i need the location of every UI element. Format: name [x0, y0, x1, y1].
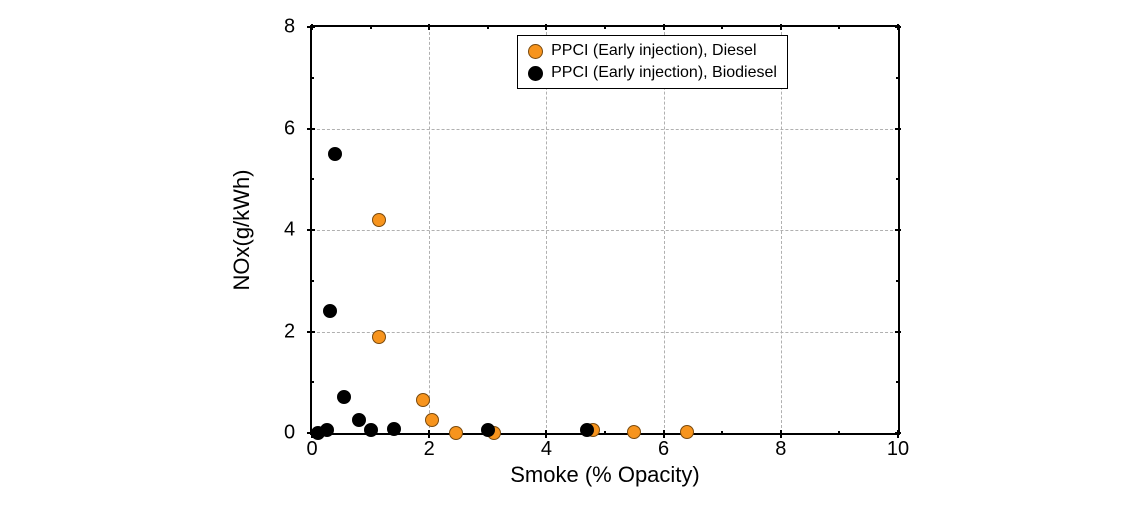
data-point-biodiesel [481, 423, 495, 437]
y-tick-label: 0 [284, 422, 295, 445]
tick-x [663, 430, 665, 438]
tick-x-top [428, 24, 430, 30]
tick-y-right [895, 26, 901, 28]
data-point-biodiesel [364, 423, 378, 437]
tick-x [428, 430, 430, 438]
tick-x-minor [838, 431, 840, 435]
tick-y-minor [310, 178, 314, 180]
y-tick-label: 6 [284, 117, 295, 140]
tick-y [307, 229, 315, 231]
tick-y-minor [310, 381, 314, 383]
legend: PPCI (Early injection), DieselPPCI (Earl… [517, 35, 788, 89]
y-axis-title: NOx(g/kWh) [229, 170, 255, 291]
tick-x-top [545, 24, 547, 30]
y-tick-label: 8 [284, 16, 295, 39]
legend-label: PPCI (Early injection), Diesel [551, 40, 756, 62]
tick-x-minor [721, 431, 723, 435]
tick-x-top-minor [370, 25, 372, 29]
x-tick-label: 2 [424, 438, 435, 461]
tick-y-right-minor [896, 178, 900, 180]
tick-x [545, 430, 547, 438]
tick-x-top [780, 24, 782, 30]
data-point-diesel [425, 413, 439, 427]
data-point-diesel [372, 213, 386, 227]
data-point-biodiesel [352, 413, 366, 427]
x-tick-label: 0 [306, 438, 317, 461]
data-point-diesel [416, 393, 430, 407]
tick-x-top-minor [487, 25, 489, 29]
x-tick-label: 8 [775, 438, 786, 461]
x-tick-label: 6 [658, 438, 669, 461]
data-point-diesel [627, 425, 641, 439]
tick-x-top-minor [838, 25, 840, 29]
tick-y-right [895, 432, 901, 434]
y-tick-label: 2 [284, 320, 295, 343]
chart-container: Smoke (% Opacity) NOx(g/kWh) 0 2 4 6 8 10 0 2 4 6… [210, 10, 960, 510]
tick-x-top [663, 24, 665, 30]
tick-y-right [895, 229, 901, 231]
x-tick-label: 10 [887, 438, 909, 461]
tick-y [307, 26, 315, 28]
data-point-biodiesel [337, 390, 351, 404]
gridline-h [312, 129, 898, 130]
data-point-diesel [449, 426, 463, 440]
tick-y-minor [310, 280, 314, 282]
data-point-biodiesel [387, 422, 401, 436]
data-point-biodiesel [580, 423, 594, 437]
legend-item: PPCI (Early injection), Diesel [528, 40, 777, 62]
tick-x-minor [604, 431, 606, 435]
tick-y-right [895, 128, 901, 130]
legend-item: PPCI (Early injection), Biodiesel [528, 62, 777, 84]
x-axis-title: Smoke (% Opacity) [510, 462, 700, 488]
tick-y [307, 331, 315, 333]
tick-x [780, 430, 782, 438]
y-tick-label: 4 [284, 219, 295, 242]
tick-x-top-minor [721, 25, 723, 29]
tick-y-right-minor [896, 280, 900, 282]
data-point-biodiesel [320, 423, 334, 437]
data-point-biodiesel [328, 147, 342, 161]
data-point-diesel [372, 330, 386, 344]
tick-y-right [895, 331, 901, 333]
x-tick-label: 4 [541, 438, 552, 461]
data-point-biodiesel [323, 304, 337, 318]
tick-y-right-minor [896, 77, 900, 79]
legend-label: PPCI (Early injection), Biodiesel [551, 62, 777, 84]
data-point-diesel [680, 425, 694, 439]
tick-y-minor [310, 77, 314, 79]
gridline-h [312, 230, 898, 231]
legend-marker-icon [528, 66, 543, 81]
tick-y-right-minor [896, 381, 900, 383]
gridline-h [312, 332, 898, 333]
tick-y [307, 128, 315, 130]
tick-x-top-minor [604, 25, 606, 29]
plot-area: Smoke (% Opacity) NOx(g/kWh) 02468100246… [310, 25, 900, 435]
legend-marker-icon [528, 44, 543, 59]
